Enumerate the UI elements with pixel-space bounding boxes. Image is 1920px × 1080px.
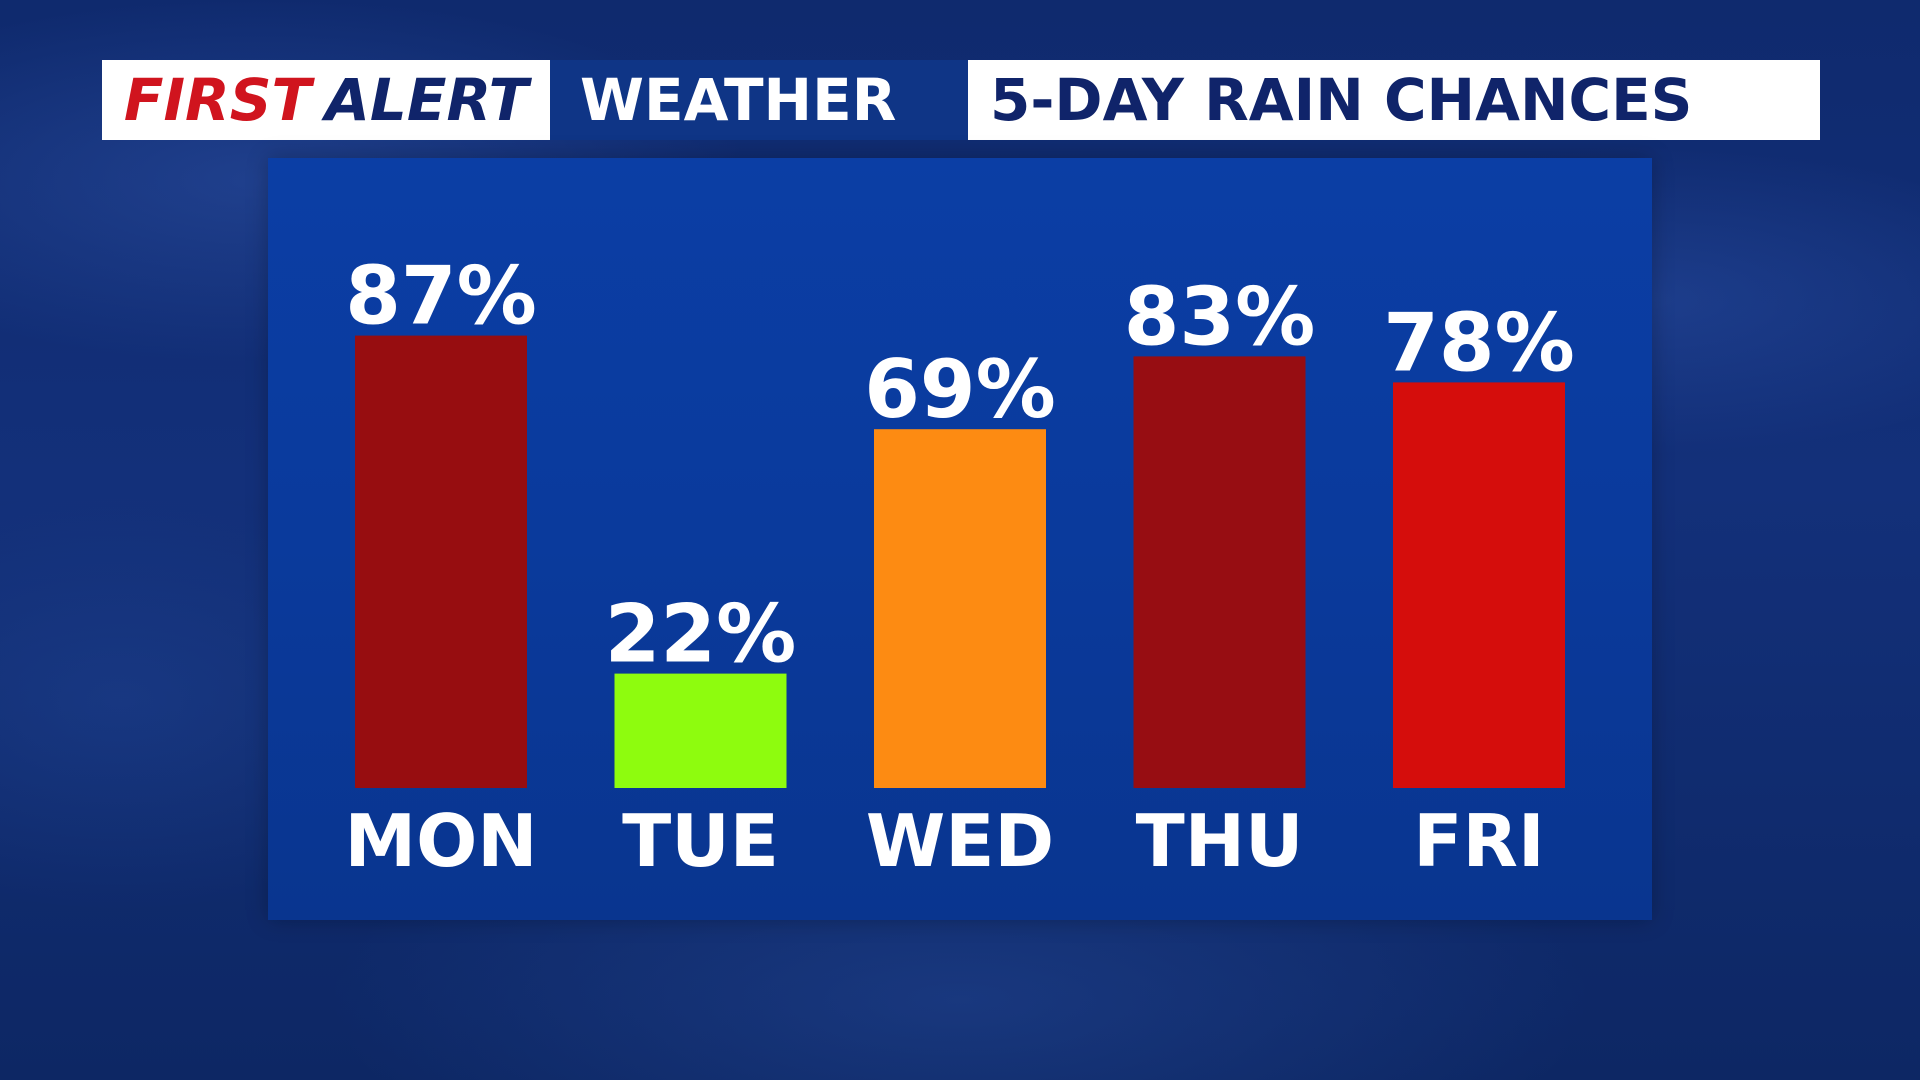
bar-mon [355, 335, 527, 788]
value-label-mon: 87% [345, 250, 536, 343]
bar-wed [874, 429, 1046, 788]
value-label-wed: 69% [864, 343, 1055, 436]
value-label-fri: 78% [1383, 296, 1574, 389]
bar-tue [614, 673, 787, 788]
rain-chance-bar-chart: 87% MON 22% TUE 69% WED 83% THU 78% FRI [344, 250, 1574, 883]
weather-label: WEATHER [550, 60, 968, 140]
category-label-fri: FRI [1413, 799, 1544, 883]
header-banner: FIRST ALERT WEATHER 5-DAY RAIN CHANCES [102, 60, 1820, 140]
chart-title: 5-DAY RAIN CHANCES [968, 60, 1820, 140]
category-label-thu: THU [1136, 799, 1304, 883]
category-label-wed: WED [866, 799, 1054, 883]
bar-thu [1133, 356, 1306, 788]
alert-text: ALERT [325, 66, 529, 134]
category-label-mon: MON [344, 799, 537, 883]
category-label-tue: TUE [622, 799, 779, 883]
value-label-tue: 22% [605, 588, 796, 681]
bar-fri [1393, 382, 1565, 788]
first-alert-logo: FIRST ALERT [102, 60, 550, 140]
first-text: FIRST [123, 66, 312, 134]
chart-panel: 87% MON 22% TUE 69% WED 83% THU 78% FRI [268, 158, 1652, 920]
value-label-thu: 83% [1124, 270, 1315, 363]
